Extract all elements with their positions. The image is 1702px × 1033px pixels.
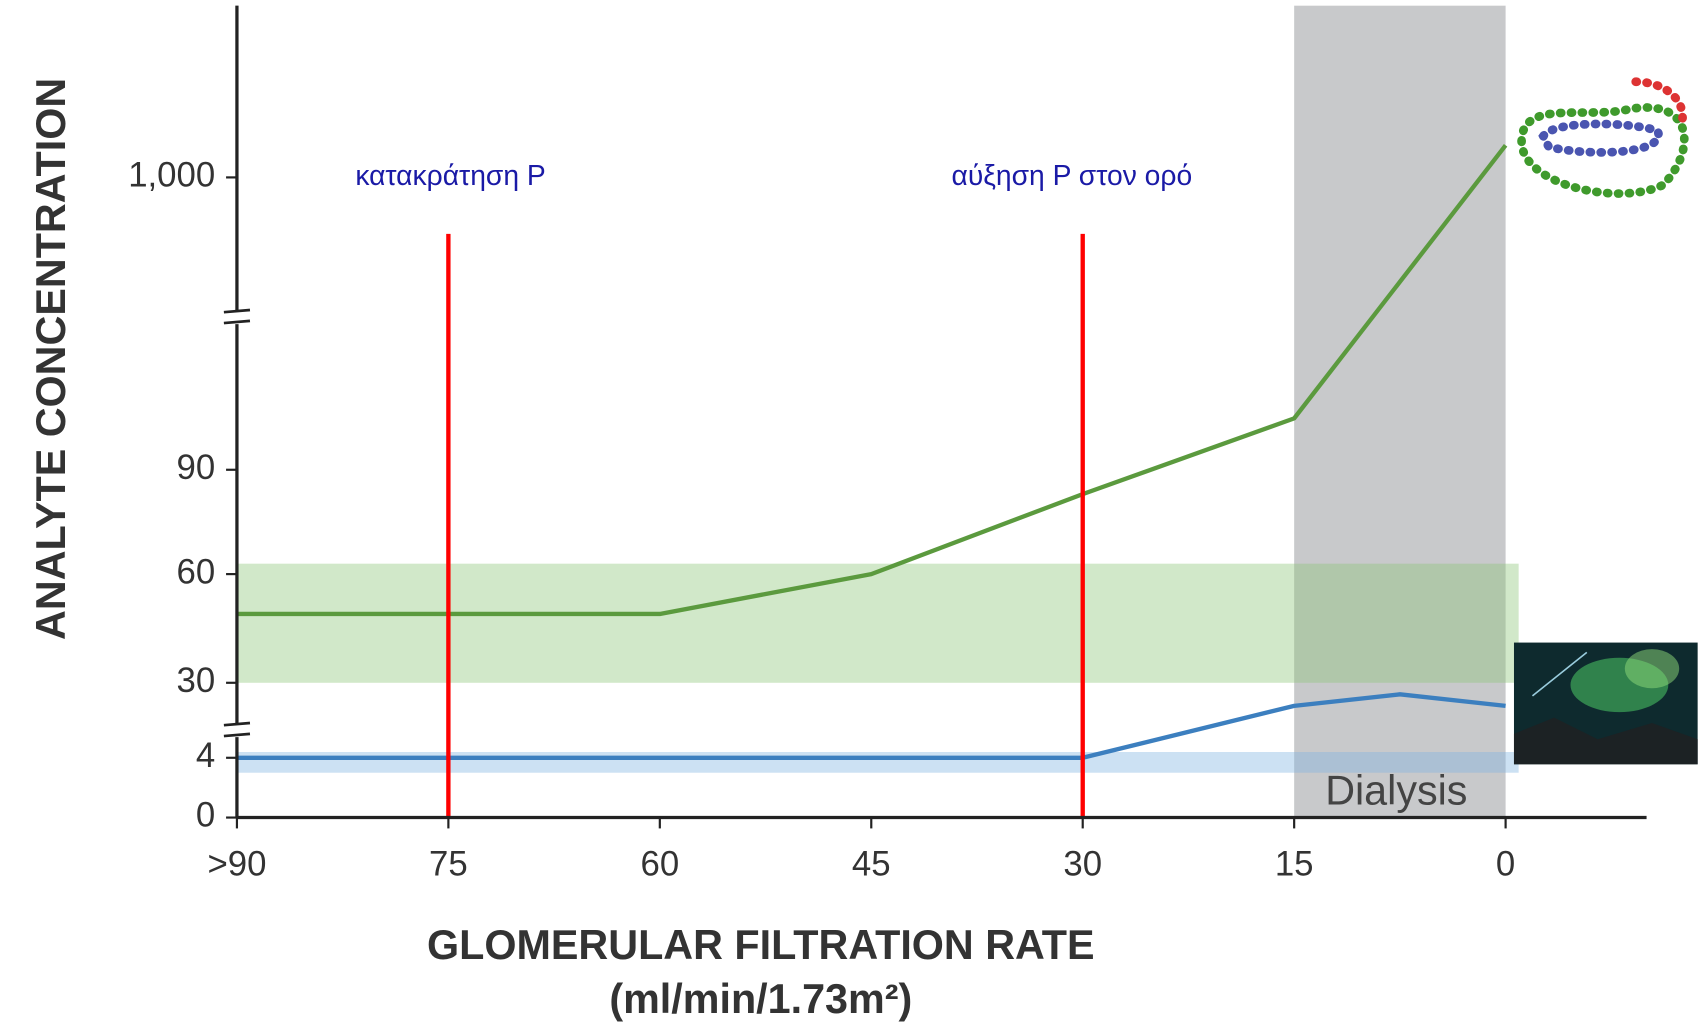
y-tick-label: 90 (177, 449, 216, 487)
axis-break (223, 319, 251, 325)
x-tick-label: >90 (207, 846, 266, 884)
data-line (236, 143, 1508, 617)
axis-break-gap (232, 311, 242, 325)
y-tick-label: 1,000 (128, 157, 215, 195)
axis-break (223, 308, 251, 314)
x-tick-label: 45 (852, 846, 891, 884)
y-tick-label: 30 (177, 662, 216, 700)
dialysis-region (1294, 5, 1506, 818)
x-tick-label: 15 (1275, 846, 1314, 884)
axis-break (223, 721, 251, 727)
y-tick-label: 0 (196, 797, 215, 835)
annotation: κατακράτηση P (355, 159, 545, 191)
x-tick-label: 75 (429, 846, 468, 884)
aurora-photo (1513, 642, 1698, 765)
data-line (236, 692, 1506, 760)
annotation: αύξηση P στον ορό (951, 159, 1192, 191)
x-tick-label: 60 (640, 846, 679, 884)
y-axis-title: ANALYTE CONCENTRATION (28, 78, 74, 640)
x-axis-unit: (ml/min/1.73m²) (609, 976, 912, 1022)
axis-break (223, 732, 251, 738)
plot-background (236, 5, 1519, 818)
y-tick-label: 60 (177, 553, 216, 591)
x-tick-label: 0 (1496, 846, 1515, 884)
x-axis-title: GLOMERULAR FILTRATION RATE (427, 922, 1095, 968)
protein-icon (1517, 77, 1689, 198)
y-tick-label: 4 (196, 737, 215, 775)
dialysis-label: Dialysis (1325, 768, 1467, 814)
reference-band (236, 563, 1519, 683)
axis-break-gap (232, 724, 242, 738)
x-tick-label: 30 (1063, 846, 1102, 884)
